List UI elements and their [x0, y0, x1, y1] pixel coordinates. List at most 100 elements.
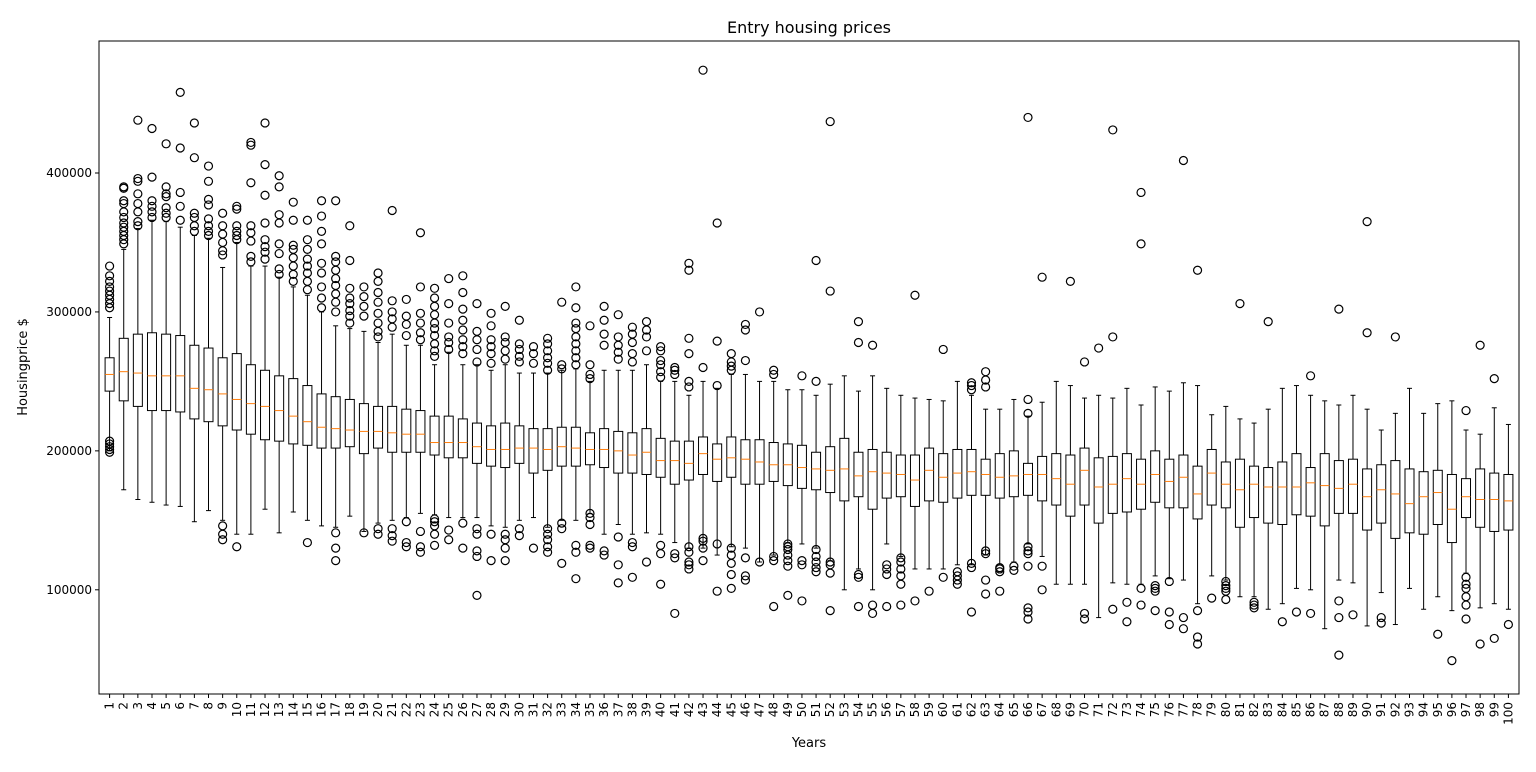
- outlier-point: [811, 562, 821, 573]
- x-tick-label: 55: [866, 702, 880, 717]
- box-group: [1432, 403, 1443, 639]
- outlier-point: [867, 340, 878, 350]
- outlier-point: [1037, 272, 1047, 282]
- outlier-point: [429, 540, 440, 550]
- x-tick-label: 22: [399, 702, 413, 717]
- x-tick-label: 42: [682, 702, 696, 717]
- outlier-point: [444, 344, 454, 355]
- box-group: [429, 283, 440, 550]
- outlier-point: [232, 542, 242, 552]
- outlier-point: [1009, 565, 1019, 575]
- outlier-point: [104, 271, 115, 281]
- outlier-point: [1108, 125, 1118, 135]
- outlier-point: [175, 187, 185, 198]
- outlier-point: [670, 369, 680, 380]
- box-group: [641, 317, 652, 567]
- box-group: [994, 408, 1005, 596]
- box-group: [712, 218, 723, 596]
- box-iqr: [1121, 453, 1132, 513]
- outlier-point: [500, 346, 510, 356]
- x-tick-label: 89: [1346, 702, 1360, 717]
- x-tick-label: 19: [357, 702, 371, 717]
- box-iqr: [231, 353, 242, 431]
- outlier-point: [585, 519, 595, 530]
- outlier-point: [952, 567, 962, 577]
- outlier-point: [543, 346, 553, 356]
- outlier-point: [203, 221, 214, 231]
- outlier-point: [1334, 596, 1344, 606]
- box-group: [768, 365, 779, 612]
- x-tick-label: 58: [908, 702, 922, 717]
- outlier-point: [670, 362, 680, 373]
- outlier-point: [500, 301, 510, 311]
- box-iqr: [1475, 468, 1486, 528]
- outlier-point: [896, 564, 906, 574]
- outlier-point: [543, 529, 553, 539]
- outlier-point: [627, 572, 637, 582]
- outlier-point: [811, 557, 821, 567]
- outlier-point: [981, 549, 991, 559]
- outlier-point: [189, 118, 199, 128]
- outlier-point: [740, 325, 751, 335]
- x-tick-label: 97: [1459, 702, 1473, 717]
- outlier-point: [571, 353, 581, 363]
- outlier-point: [175, 143, 185, 153]
- outlier-point: [331, 289, 341, 299]
- outlier-point: [415, 328, 426, 338]
- outlier-point: [1376, 618, 1386, 628]
- box-iqr: [415, 410, 426, 453]
- outlier-point: [1023, 614, 1033, 624]
- outlier-point: [712, 586, 722, 596]
- x-tick-label: 30: [512, 702, 526, 717]
- outlier-point: [1433, 629, 1443, 639]
- outlier-point: [514, 315, 524, 325]
- box-group: [542, 333, 553, 557]
- box-group: [514, 315, 525, 541]
- outlier-point: [613, 347, 623, 357]
- outlier-point: [345, 298, 355, 309]
- box-iqr: [1503, 473, 1514, 531]
- outlier-point: [740, 571, 751, 581]
- box-group: [1418, 412, 1429, 610]
- outlier-point: [104, 282, 115, 292]
- outlier-point: [1503, 619, 1514, 630]
- outlier-point: [1150, 606, 1160, 616]
- x-tick-label: 51: [809, 702, 823, 717]
- box-group: [1220, 405, 1231, 605]
- outlier-point: [274, 210, 284, 220]
- outlier-point: [1192, 265, 1203, 275]
- box-iqr: [570, 426, 581, 467]
- x-tick-label: 41: [668, 702, 682, 717]
- outlier-point: [1489, 374, 1499, 384]
- outlier-point: [203, 176, 214, 186]
- outlier-point: [528, 358, 539, 368]
- box-iqr: [895, 454, 906, 498]
- outlier-point: [613, 560, 623, 570]
- outlier-point: [1221, 583, 1231, 594]
- outlier-point: [345, 293, 355, 303]
- x-tick-label: 21: [385, 702, 399, 717]
- x-tick-label: 56: [880, 702, 894, 717]
- x-tick-label: 86: [1304, 702, 1318, 717]
- outlier-point: [1079, 608, 1090, 619]
- x-tick-label: 98: [1473, 702, 1487, 717]
- outlier-point: [726, 361, 736, 371]
- box-group: [1475, 340, 1486, 649]
- outlier-point: [627, 349, 637, 359]
- outlier-point: [543, 542, 553, 552]
- x-tick-label: 75: [1148, 702, 1162, 717]
- box-iqr: [909, 454, 920, 507]
- outlier-point: [712, 336, 722, 346]
- outlier-point: [486, 342, 496, 352]
- outlier-point: [500, 332, 510, 342]
- outlier-point: [429, 318, 440, 328]
- box-iqr: [683, 440, 694, 481]
- outlier-point: [684, 547, 694, 557]
- box-iqr: [1093, 457, 1104, 524]
- outlier-point: [910, 290, 920, 300]
- outlier-point: [133, 189, 143, 199]
- box-group: [415, 228, 426, 557]
- outlier-point: [726, 583, 736, 594]
- box-group: [316, 196, 327, 527]
- box-iqr: [1206, 448, 1217, 506]
